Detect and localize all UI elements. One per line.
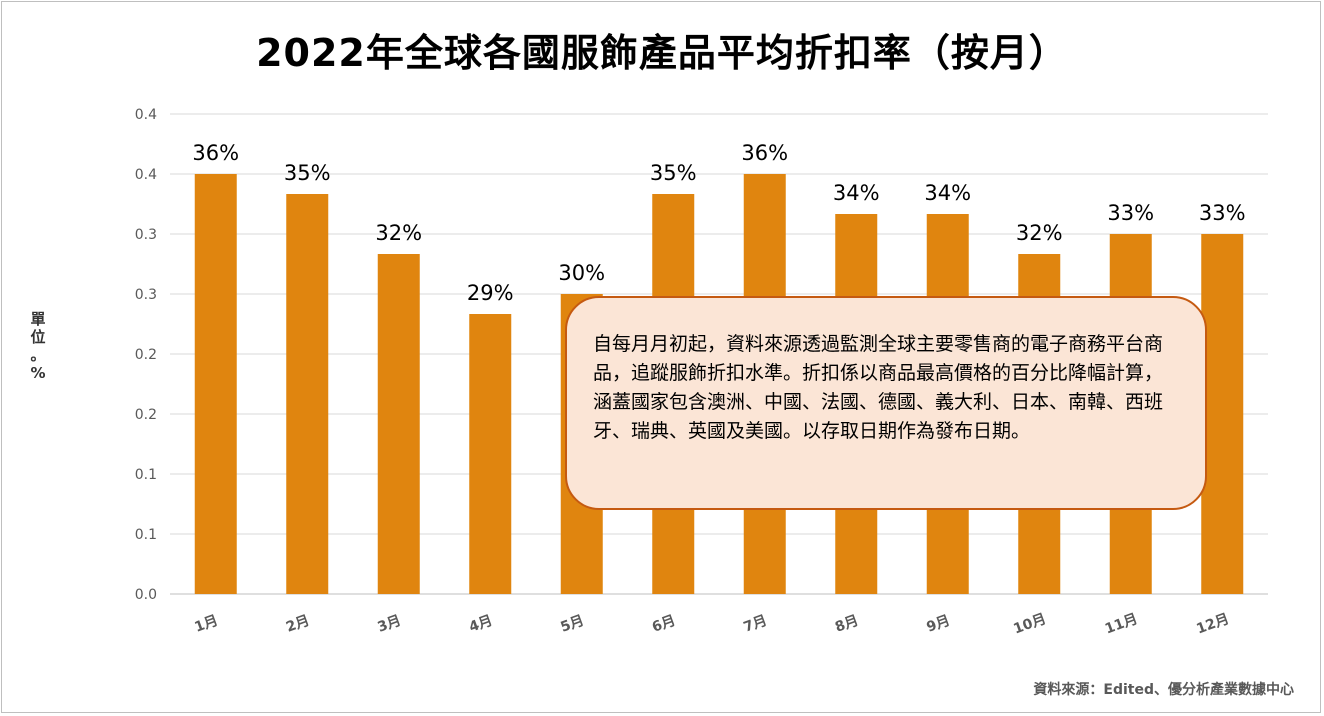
y-axis-label-char: 位	[30, 328, 46, 346]
x-tick-label: 1月	[192, 613, 220, 636]
x-tick-label: 3月	[375, 613, 403, 636]
x-tick-label: 12月	[1194, 611, 1231, 637]
x-tick-label: 9月	[924, 613, 952, 636]
y-tick-label: 0.4	[135, 107, 157, 123]
y-tick-label: 0.1	[135, 527, 157, 543]
x-tick-label: 5月	[558, 613, 586, 636]
y-tick-label: 0.0	[135, 587, 157, 603]
data-label: 29%	[467, 281, 514, 305]
x-tick-label: 8月	[833, 613, 861, 636]
data-label: 34%	[924, 181, 971, 205]
chart-title: 2022年全球各國服飾產品平均折扣率（按月）	[256, 31, 1068, 75]
bar	[1201, 234, 1244, 594]
bar	[286, 194, 329, 594]
bar	[377, 254, 420, 594]
data-label: 33%	[1199, 201, 1246, 225]
y-axis-label: 單 位 。 %	[24, 310, 52, 382]
data-label: 34%	[833, 181, 880, 205]
y-tick-label: 0.2	[135, 347, 157, 363]
data-label: 36%	[741, 141, 788, 165]
data-label: 32%	[1016, 221, 1063, 245]
y-tick-label: 0.3	[135, 287, 157, 303]
data-label: 35%	[284, 161, 331, 185]
x-tick-label: 10月	[1011, 611, 1048, 637]
x-tick-label: 11月	[1103, 611, 1140, 637]
y-axis-label-char: %	[30, 364, 46, 382]
y-tick-label: 0.4	[135, 167, 157, 183]
data-label: 33%	[1107, 201, 1154, 225]
x-tick-label: 7月	[741, 613, 769, 636]
data-label: 36%	[192, 141, 239, 165]
y-axis-label-char: 。	[30, 346, 46, 364]
data-label: 30%	[558, 261, 605, 285]
x-tick-label: 6月	[650, 613, 678, 636]
y-axis-label-char: 單	[30, 310, 46, 328]
x-tick-label: 4月	[467, 613, 495, 636]
bar	[469, 314, 512, 594]
y-tick-label: 0.1	[135, 467, 157, 483]
x-tick-label: 2月	[284, 613, 312, 636]
source-note: 資料來源：Edited、優分析產業數據中心	[1033, 682, 1294, 698]
y-tick-label: 0.3	[135, 227, 157, 243]
data-label: 35%	[650, 161, 697, 185]
data-label: 32%	[375, 221, 422, 245]
annotation-box: 自每月月初起，資料來源透過監測全球主要零售商的電子商務平台商品，追蹤服飾折扣水準…	[565, 296, 1207, 510]
y-tick-label: 0.2	[135, 407, 157, 423]
bar	[194, 174, 237, 594]
